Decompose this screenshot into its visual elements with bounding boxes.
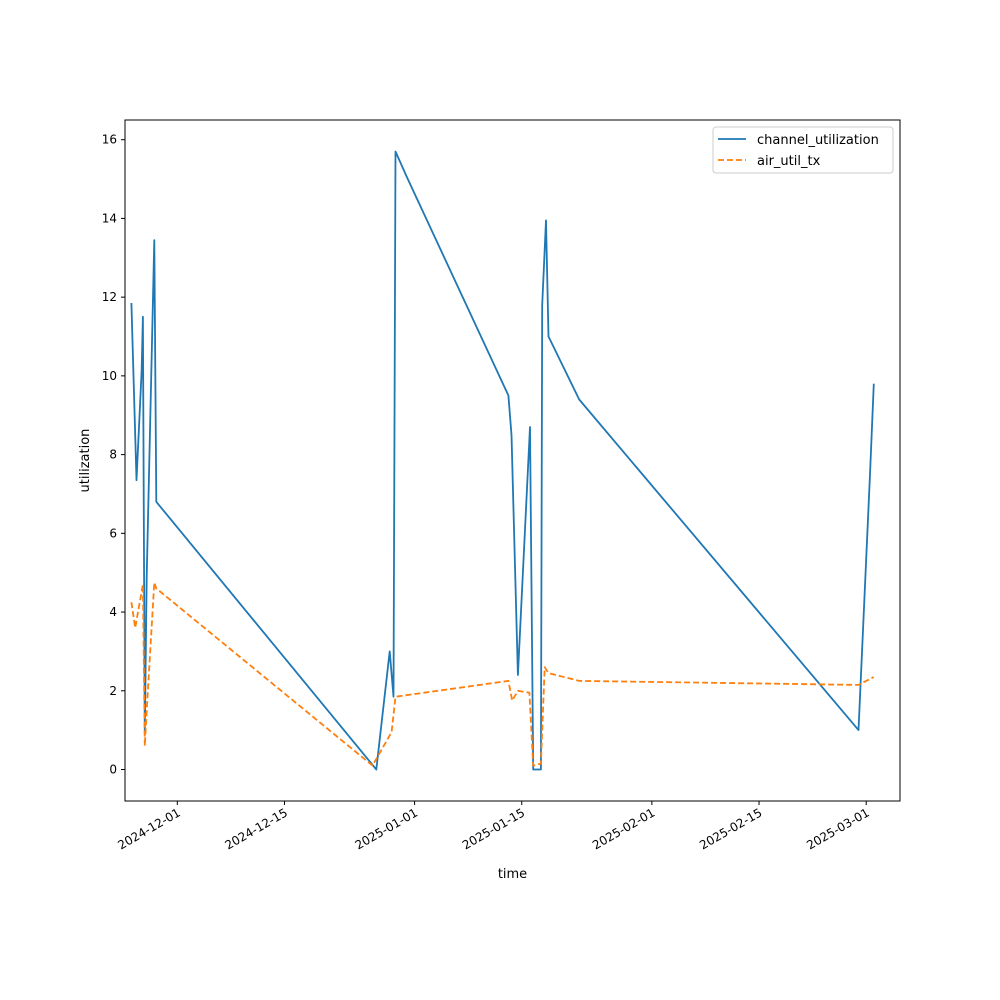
y-tick-label: 2: [109, 684, 117, 698]
y-tick-label: 8: [109, 448, 117, 462]
legend: channel_utilization air_util_tx: [712, 126, 894, 174]
x-axis-label: time: [498, 867, 527, 882]
y-tick-label: 12: [102, 290, 117, 304]
y-axis: 0 2 4 6 8 10 12 14 16: [102, 133, 125, 777]
legend-label-1: air_util_tx: [757, 154, 821, 169]
plot-frame: [124, 119, 901, 802]
y-tick-label: 16: [102, 133, 117, 147]
series-layer: [130, 150, 875, 771]
y-axis-label: utilization: [78, 429, 93, 493]
y-tick-label: 10: [102, 369, 117, 383]
legend-label-0: channel_utilization: [757, 133, 879, 148]
y-tick-label: 6: [109, 526, 117, 540]
legend-box: [712, 126, 894, 174]
y-tick-label: 14: [102, 211, 117, 225]
series-line-1: [130, 581, 875, 767]
y-tick-label: 0: [109, 763, 117, 777]
y-tick-label: 4: [109, 605, 117, 619]
